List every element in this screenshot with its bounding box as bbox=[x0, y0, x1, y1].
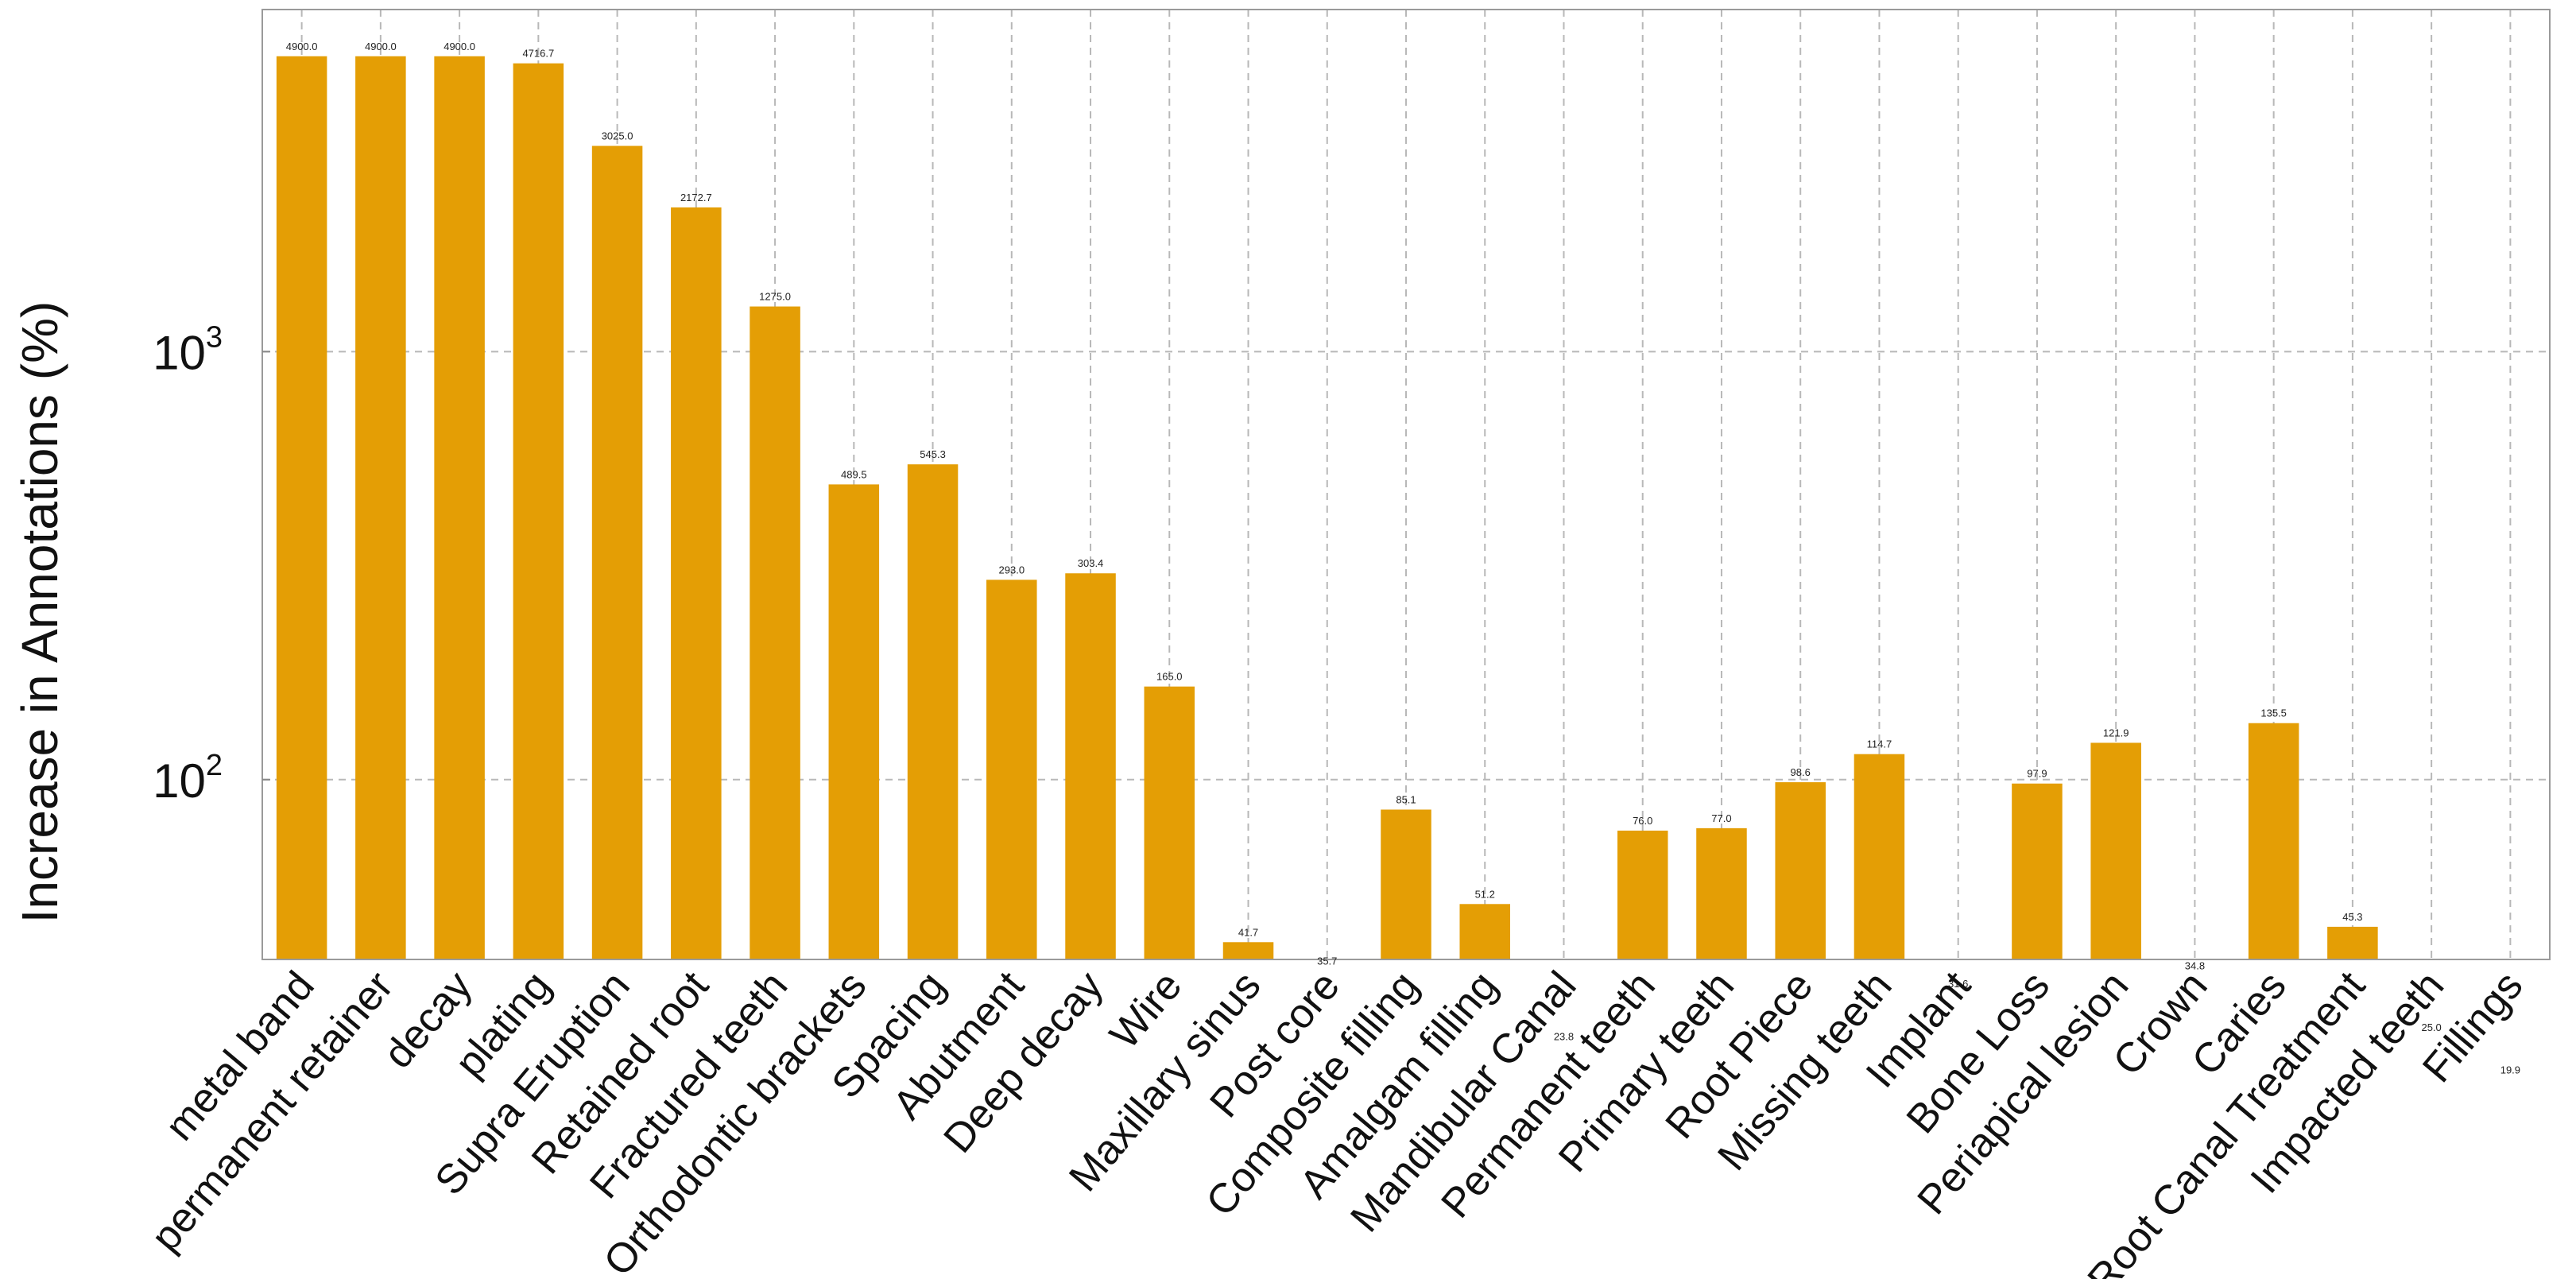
bar-value-label: 35.7 bbox=[1317, 955, 1337, 967]
bar bbox=[1065, 573, 1116, 959]
bar-value-label: 85.1 bbox=[1396, 793, 1416, 805]
bar-value-label: 293.0 bbox=[999, 564, 1025, 576]
y-tick-label: 102 bbox=[153, 749, 223, 808]
bar bbox=[907, 464, 959, 959]
bar bbox=[828, 484, 880, 959]
bar-value-label: 97.9 bbox=[2027, 768, 2047, 780]
bar-value-label: 77.0 bbox=[1711, 812, 1731, 824]
bar bbox=[591, 145, 643, 960]
bar-value-label: 19.9 bbox=[2500, 1064, 2520, 1076]
bar bbox=[1459, 904, 1510, 959]
bar-value-label: 31.6 bbox=[1948, 978, 1968, 990]
bar bbox=[671, 207, 722, 959]
bars-layer bbox=[276, 56, 2378, 960]
bar-value-label: 76.0 bbox=[1633, 815, 1652, 827]
bar bbox=[355, 56, 406, 959]
bar-value-label: 4716.7 bbox=[522, 48, 554, 60]
bar-value-label: 545.3 bbox=[920, 448, 946, 460]
bar bbox=[434, 56, 485, 959]
y-ticks: 102 103 bbox=[153, 320, 270, 808]
bar bbox=[2248, 723, 2299, 959]
bar-value-label: 489.5 bbox=[841, 468, 867, 480]
bar bbox=[2012, 783, 2063, 959]
bar-value-label: 23.8 bbox=[1554, 1030, 1574, 1042]
bar bbox=[2327, 926, 2378, 959]
bar-value-label: 41.7 bbox=[1238, 926, 1258, 938]
bar-value-label: 51.2 bbox=[1475, 888, 1495, 900]
bar-value-label: 114.7 bbox=[1867, 738, 1892, 750]
bar-value-label: 165.0 bbox=[1156, 671, 1183, 683]
y-tick-label: 103 bbox=[153, 320, 223, 379]
bar bbox=[513, 63, 564, 959]
bar-value-label: 45.3 bbox=[2342, 911, 2362, 923]
bar-value-label: 303.4 bbox=[1078, 557, 1104, 569]
bar bbox=[1222, 942, 1274, 959]
bar bbox=[1381, 809, 1431, 959]
bar bbox=[276, 56, 327, 959]
bar bbox=[2090, 742, 2141, 959]
bar-value-label: 34.8 bbox=[2185, 960, 2205, 972]
bar-value-label: 4900.0 bbox=[286, 41, 318, 52]
bar bbox=[1775, 782, 1826, 959]
bar bbox=[1696, 827, 1747, 959]
bar-value-label: 98.6 bbox=[1791, 766, 1811, 778]
plot-frame bbox=[261, 9, 2551, 960]
y-axis-label: Increase in Annotations (%) bbox=[11, 301, 68, 924]
bar bbox=[1144, 686, 1195, 959]
bar bbox=[1854, 754, 1905, 959]
bar bbox=[750, 306, 800, 959]
bar-value-label: 2172.7 bbox=[680, 192, 712, 203]
bar-value-labels: 4900.0 4900.0 4900.0 4716.7 3025.0 2172.7 1275… bbox=[286, 41, 2520, 1076]
bar-value-label: 121.9 bbox=[2103, 727, 2129, 738]
bar bbox=[1617, 830, 1668, 959]
bar-value-label: 1275.0 bbox=[759, 291, 791, 303]
bar-value-label: 3025.0 bbox=[602, 130, 633, 142]
bar-value-label: 4900.0 bbox=[444, 41, 475, 52]
bar-value-label: 4900.0 bbox=[365, 41, 397, 52]
bar-value-label: 135.5 bbox=[2260, 707, 2287, 719]
bar-value-label: 25.0 bbox=[2421, 1021, 2441, 1033]
bar bbox=[986, 579, 1037, 959]
